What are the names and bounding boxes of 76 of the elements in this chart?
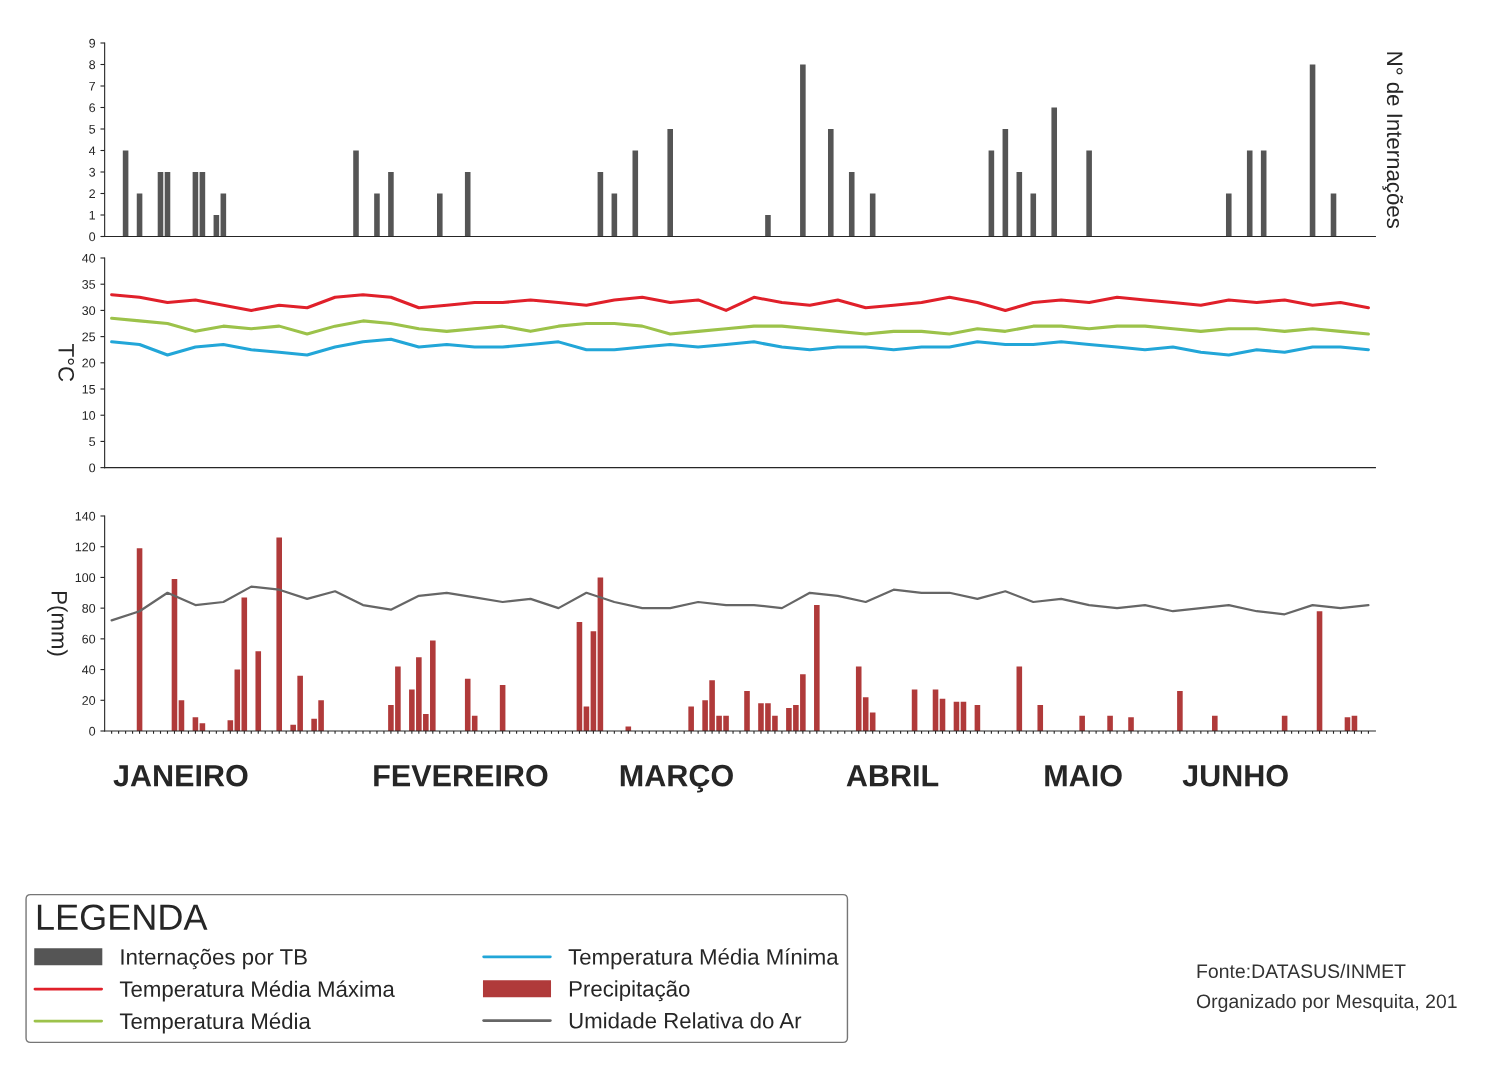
y-tick-label: 100 [75, 573, 96, 583]
text: JUNHO [1182, 764, 1288, 787]
y-tick-label: 1 [89, 210, 96, 220]
bar [437, 193, 443, 237]
bar [828, 129, 834, 237]
line-series [110, 316, 1370, 336]
y-tick-label: 80 [82, 603, 96, 613]
y-tick-label: 60 [82, 634, 96, 644]
bar [1051, 107, 1058, 237]
y-tick-label: 6 [89, 103, 96, 113]
bar [765, 215, 771, 237]
bar [744, 691, 750, 731]
y-tick-label: 0 [89, 232, 96, 242]
bar [814, 605, 820, 731]
bar [1107, 715, 1113, 731]
line-series [110, 585, 1370, 622]
bar [1177, 691, 1183, 731]
y-tick-label: 0 [89, 463, 96, 473]
y-tick-label: 7 [89, 81, 95, 91]
bar [388, 172, 394, 237]
y-axis-title: N° de Internações [1382, 52, 1404, 229]
legend-label: Internações por TB [121, 948, 307, 970]
bar [667, 129, 673, 237]
y-axis-title: P(mm) [47, 592, 68, 656]
y-tick-label: 5 [89, 124, 96, 134]
y-axis-title: T°C [58, 344, 75, 382]
text: MAIO [1045, 764, 1122, 787]
y-tick-label: 8 [89, 60, 96, 70]
legend-label: Temperatura Média Máxima [119, 980, 395, 1002]
bar [1128, 717, 1134, 731]
legend-label: Precipitação [569, 980, 690, 1002]
y-tick-label: 40 [82, 253, 96, 263]
y-tick-label: 35 [82, 280, 96, 289]
legend-label: Temperatura Média Mínima [568, 948, 839, 970]
legend-label: Umidade Relativa do Ar [569, 1012, 802, 1029]
bar [1086, 150, 1092, 237]
bar [632, 150, 639, 237]
y-tick-label: 30 [82, 306, 96, 316]
line-series [110, 337, 1370, 357]
bar [374, 193, 380, 237]
text: FEVEREIRO [374, 764, 548, 787]
text: Organizado por Mesquita, 201 [1196, 993, 1457, 1013]
y-tick-label: 120 [75, 542, 96, 552]
bar [1212, 715, 1218, 731]
y-tick-label: 40 [82, 665, 96, 675]
bar [1037, 704, 1044, 731]
y-tick-label: 0 [89, 726, 96, 736]
bar [1246, 150, 1253, 237]
text: JANEIRO [113, 764, 248, 787]
text: MARÇO [620, 764, 733, 793]
bar [464, 172, 471, 237]
bar [255, 651, 262, 731]
y-tick-label: 3 [89, 167, 96, 177]
y-tick-label: 20 [82, 696, 96, 705]
y-tick-label: 9 [89, 38, 96, 48]
bar [1225, 193, 1232, 237]
y-tick-label: 15 [82, 384, 96, 394]
bar [1079, 715, 1085, 731]
legend-label: Temperatura Média [119, 1012, 311, 1034]
bar [276, 537, 282, 731]
y-tick-label: 25 [82, 332, 96, 342]
line-series [110, 293, 1370, 312]
bar [800, 64, 806, 237]
y-tick-label: 5 [89, 437, 96, 447]
legend-title: LEGENDA [37, 904, 208, 930]
bar [688, 706, 694, 731]
y-tick-label: 2 [89, 189, 95, 199]
bar [1030, 193, 1037, 237]
y-tick-label: 10 [82, 411, 96, 420]
y-tick-label: 4 [88, 146, 96, 156]
bar [353, 150, 359, 237]
y-tick-label: 20 [82, 358, 96, 368]
y-tick-label: 140 [75, 511, 96, 521]
source-note: Fonte:DATASUS/INMET [1197, 963, 1406, 979]
text: ABRIL [846, 765, 939, 787]
bar [848, 172, 855, 237]
